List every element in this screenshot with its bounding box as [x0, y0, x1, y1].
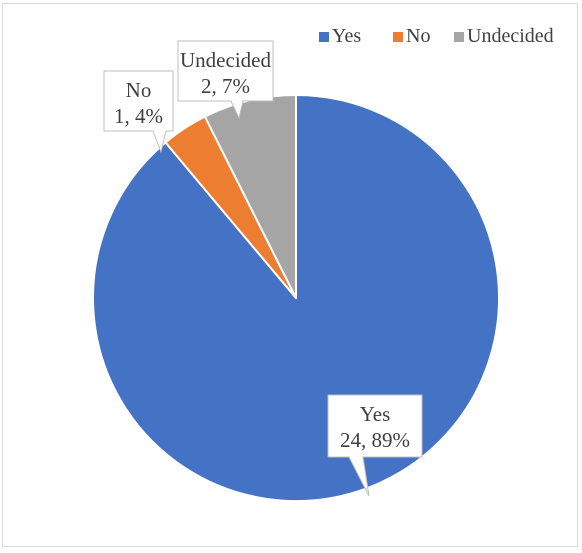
data-label-value-no: 1, 4%: [114, 104, 163, 128]
pie-slices: [92, 94, 500, 502]
legend-swatch-no: [393, 32, 403, 42]
data-label-box-yes: [327, 394, 423, 497]
legend-label-no: No: [406, 25, 430, 47]
data-label-value-yes: 24, 89%: [340, 428, 410, 452]
data-label-category-no: No: [126, 78, 152, 102]
legend-label-undecided: Undecided: [467, 25, 554, 47]
data-label-category-undecided: Undecided: [180, 48, 271, 72]
data-label-box-no: [103, 70, 174, 154]
chart-frame: Yes No Undecided Yes 24, 89% No 1, 4% Undecide…: [2, 3, 578, 547]
legend-swatch-undecided: [454, 32, 464, 42]
data-label-box-undecided: [177, 40, 274, 120]
data-label-category-yes: Yes: [360, 402, 391, 426]
chart-legend: Yes No Undecided: [319, 25, 554, 47]
data-label-value-undecided: 2, 7%: [201, 74, 250, 98]
legend-swatch-yes: [319, 32, 329, 42]
legend-label-yes: Yes: [332, 25, 361, 47]
